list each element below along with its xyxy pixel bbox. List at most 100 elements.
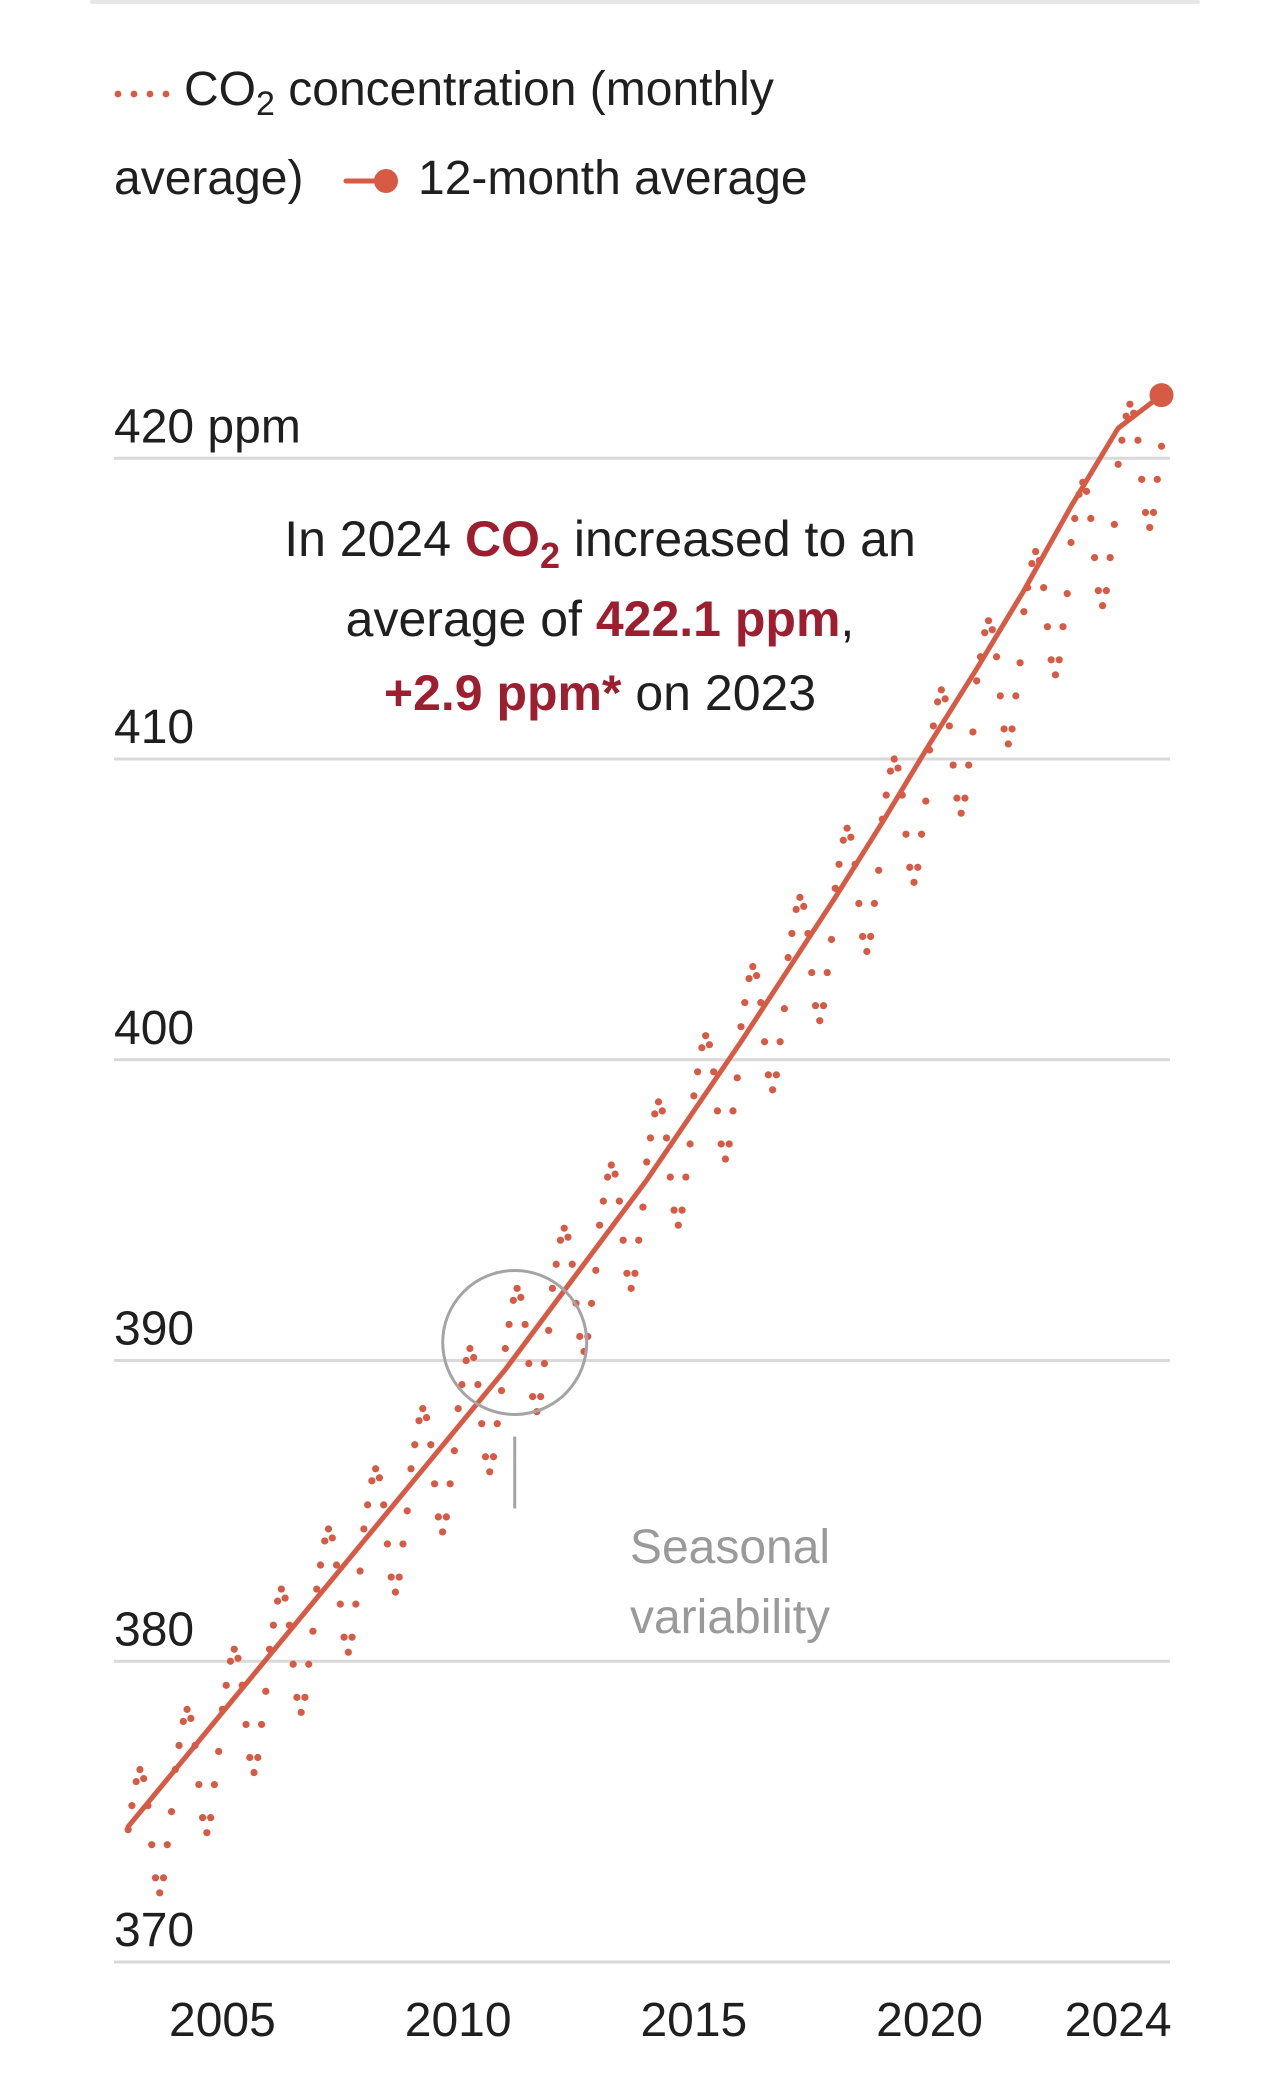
monthly-point (717, 1140, 725, 1148)
monthly-point (988, 626, 996, 634)
monthly-point (690, 1092, 698, 1100)
monthly-point (427, 1441, 435, 1449)
monthly-point (882, 791, 890, 799)
monthly-point (309, 1627, 317, 1635)
monthly-point (764, 1071, 772, 1079)
end-point-marker (1149, 383, 1174, 408)
monthly-point (560, 1224, 568, 1232)
monthly-point (269, 1621, 277, 1629)
monthly-point (847, 833, 855, 841)
annotation-line2: average of 422.1 ppm, (346, 591, 855, 647)
monthly-point (383, 1540, 392, 1548)
monthly-point (910, 878, 918, 886)
monthly-point (328, 1534, 336, 1542)
monthly-point (678, 1206, 686, 1214)
average-line (125, 392, 1165, 1830)
series-monthly-dots (124, 400, 1166, 1897)
monthly-point (446, 1480, 454, 1488)
monthly-point (1067, 538, 1075, 547)
monthly-point (517, 1293, 525, 1301)
grid-lines (114, 456, 1170, 1964)
monthly-point (438, 1528, 447, 1536)
monthly-point (462, 1356, 470, 1365)
monthly-point (1157, 442, 1166, 450)
monthly-point (387, 1573, 395, 1581)
monthly-point (391, 1588, 400, 1596)
monthly-point (489, 1453, 498, 1461)
monthly-point (607, 1161, 615, 1169)
monthly-point (721, 1155, 730, 1163)
monthly-point (839, 836, 847, 844)
annotation: In 2024 CO2 increased to an average of 4… (284, 511, 916, 721)
x-tick-label: 2024 (1065, 1994, 1172, 2047)
monthly-point (890, 755, 898, 763)
seasonal-variability-circle (441, 1268, 589, 1416)
monthly-point (1063, 590, 1071, 598)
monthly-point (305, 1660, 313, 1668)
monthly-point (368, 1477, 376, 1485)
monthly-point (592, 1266, 600, 1274)
monthly-point (643, 1158, 651, 1166)
monthly-point (949, 761, 957, 769)
monthly-point (360, 1525, 368, 1533)
monthly-point (619, 1236, 627, 1244)
monthly-point (1051, 671, 1060, 679)
monthly-point (973, 677, 981, 685)
monthly-point (784, 953, 792, 962)
x-tick-label: 2020 (876, 1994, 983, 2047)
monthly-point (1134, 436, 1142, 444)
monthly-point (297, 1708, 305, 1716)
monthly-point (344, 1648, 352, 1656)
monthly-point (870, 899, 879, 907)
monthly-point (242, 1720, 250, 1729)
monthly-point (140, 1774, 148, 1783)
monthly-point (281, 1594, 289, 1602)
monthly-point (407, 1465, 415, 1473)
monthly-point (505, 1320, 513, 1329)
monthly-point (540, 1359, 549, 1368)
monthly-point (254, 1753, 262, 1762)
monthly-point (454, 1405, 462, 1413)
legend-average-label: 12-month average (418, 152, 808, 205)
monthly-point (411, 1441, 419, 1449)
monthly-point (670, 1206, 678, 1214)
monthly-point (199, 1814, 207, 1822)
monthly-point (984, 617, 993, 625)
monthly-point (749, 962, 757, 971)
monthly-point (167, 1808, 176, 1816)
monthly-point (1153, 475, 1161, 483)
monthly-point (635, 1236, 643, 1244)
monthly-point (595, 1221, 604, 1229)
monthly-point (702, 1032, 710, 1040)
monthly-point (222, 1681, 230, 1689)
monthly-point (658, 1107, 666, 1115)
monthly-point (525, 1359, 533, 1368)
monthly-point (705, 1041, 714, 1049)
monthly-point (733, 1074, 741, 1082)
monthly-point (933, 698, 942, 706)
monthly-point (694, 1068, 702, 1076)
monthly-point (552, 1260, 560, 1268)
monthly-point (996, 692, 1004, 700)
monthly-point (651, 1110, 659, 1118)
monthly-point (894, 764, 902, 772)
monthly-point (226, 1657, 235, 1665)
monthly-point (599, 1197, 607, 1205)
monthly-point (375, 1474, 384, 1482)
monthly-point (340, 1633, 348, 1641)
monthly-point (332, 1561, 341, 1569)
monthly-point (922, 797, 930, 805)
monthly-point (1094, 587, 1102, 595)
monthly-point (497, 1386, 506, 1395)
monthly-point (808, 968, 816, 977)
monthly-point (741, 999, 749, 1007)
monthly-point (301, 1693, 309, 1701)
y-tick-label: 400 (114, 1002, 194, 1055)
legend-monthly-label-line2: average) (114, 152, 303, 205)
monthly-point (811, 1002, 820, 1010)
monthly-point (537, 1393, 545, 1401)
monthly-point (422, 1414, 431, 1422)
y-tick-label: 380 (114, 1603, 194, 1656)
monthly-point (961, 794, 969, 802)
